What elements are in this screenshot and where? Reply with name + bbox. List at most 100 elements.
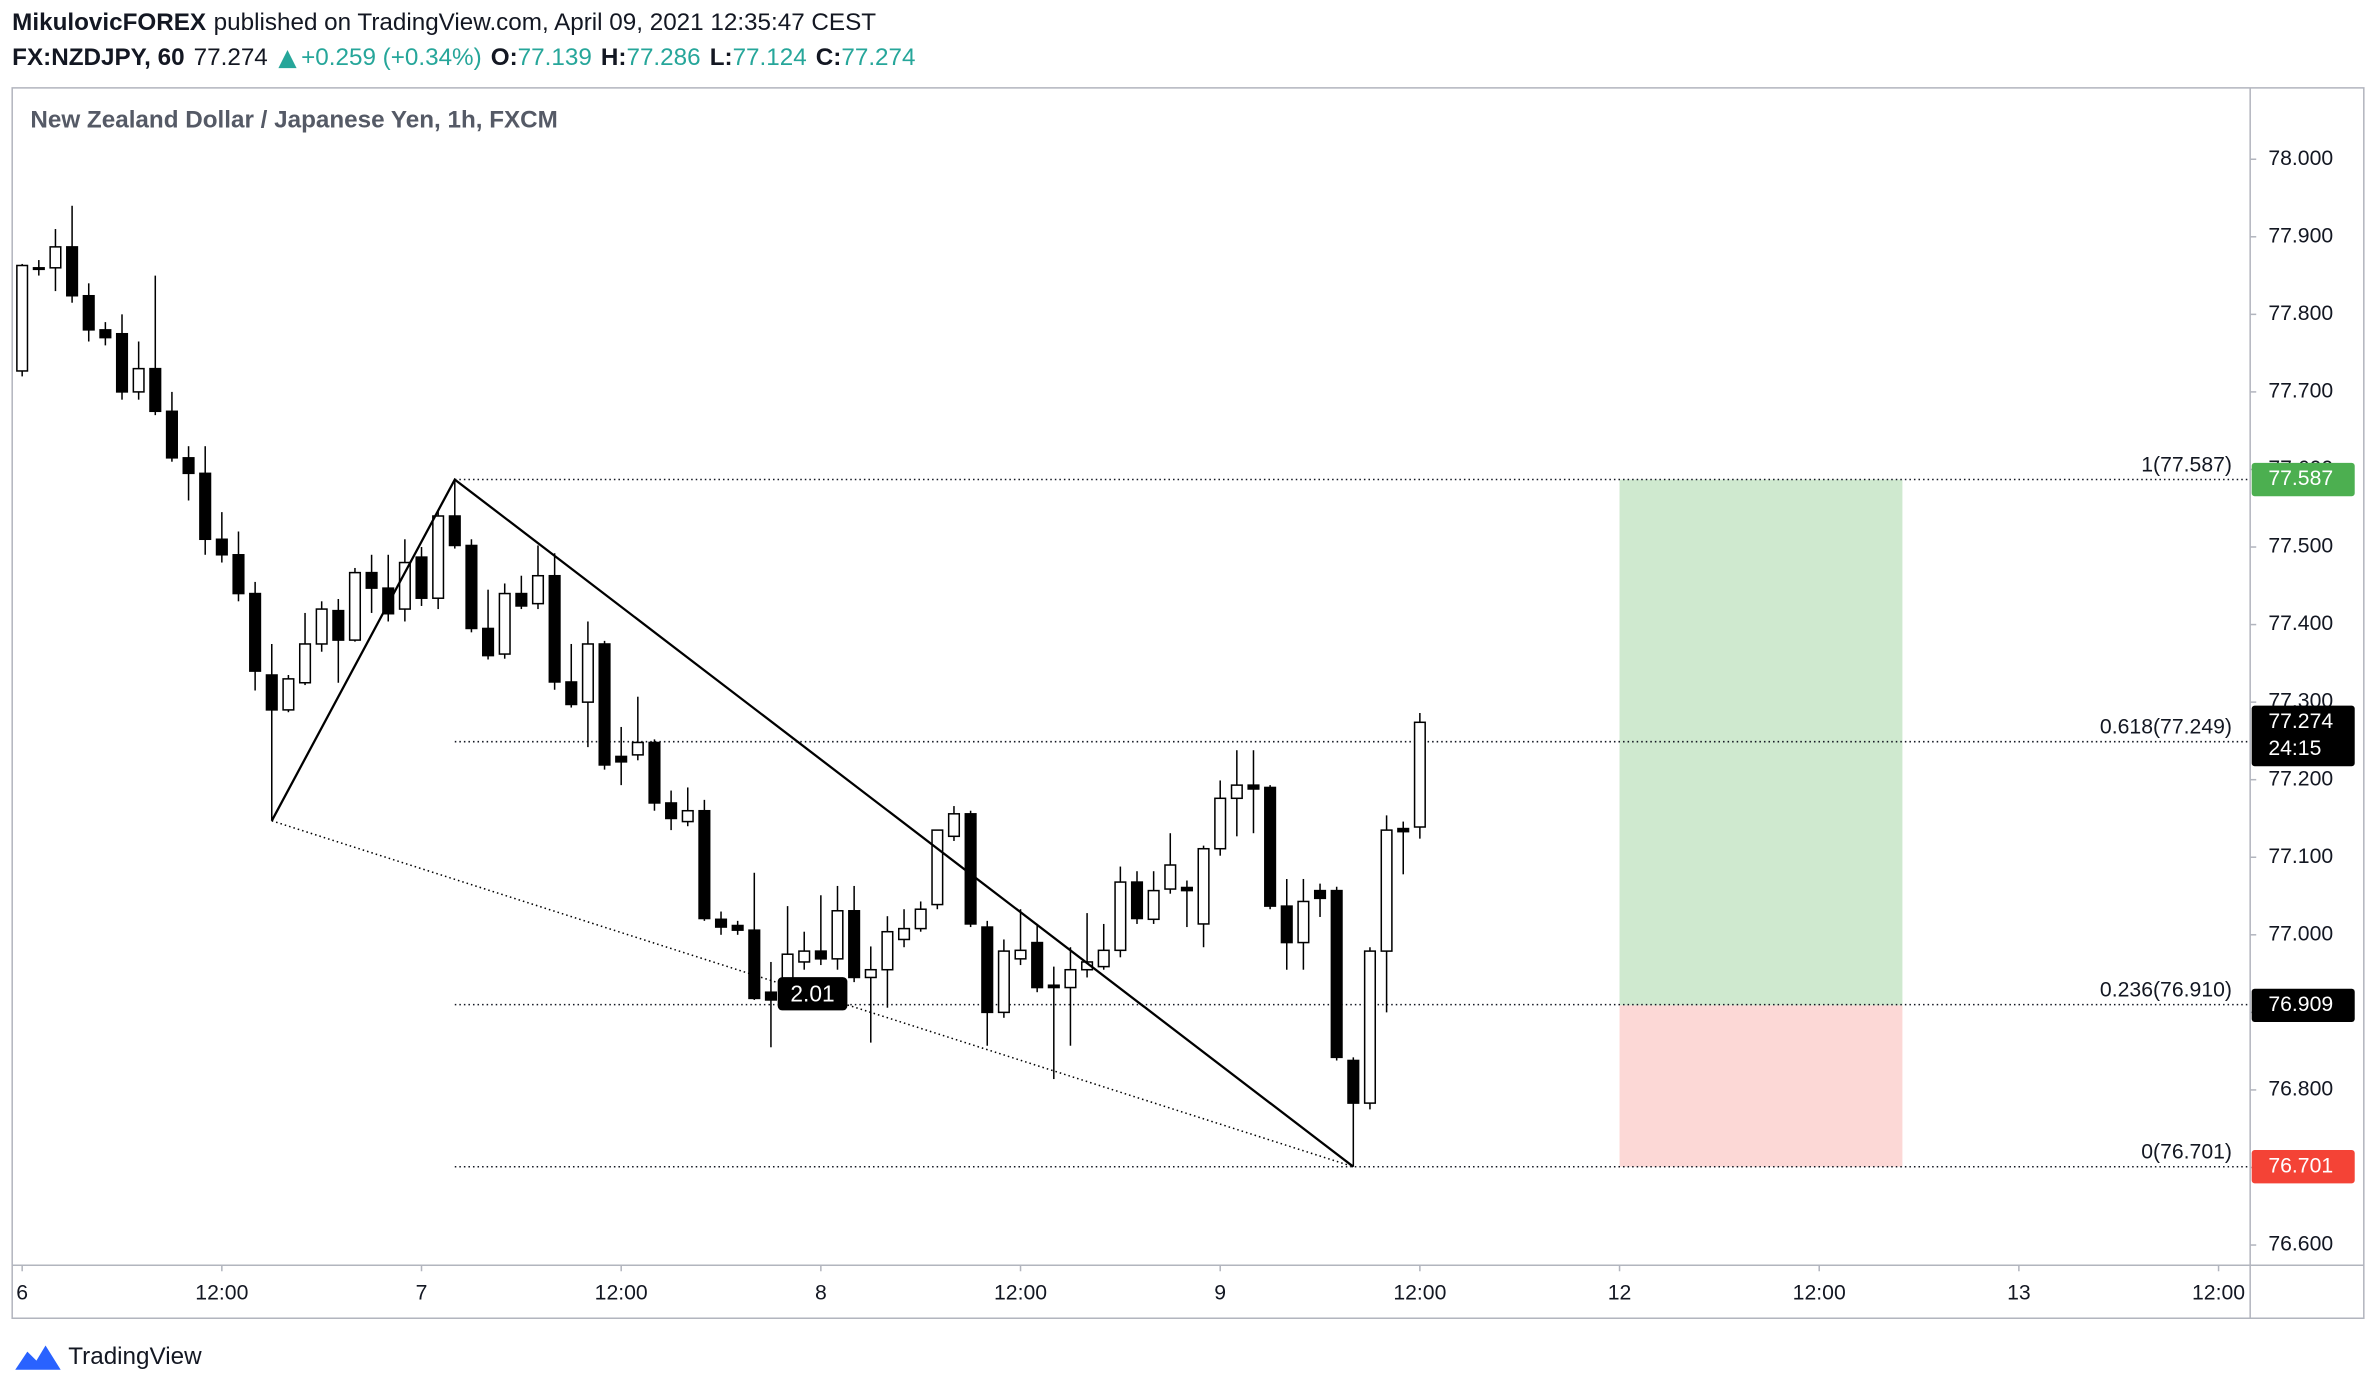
candle-body — [714, 918, 728, 928]
brand-name: TradingView — [68, 1343, 202, 1370]
y-tick-label: 77.200 — [2268, 767, 2333, 790]
price-tag-label: 77.274 — [2268, 710, 2333, 733]
candle-body — [1363, 950, 1377, 1104]
x-tick-label: 8 — [815, 1282, 827, 1305]
ohlc-value: 77.124 — [733, 44, 807, 71]
candle-body — [648, 741, 661, 804]
candle-body — [931, 829, 944, 906]
x-tick-label: 6 — [16, 1282, 28, 1305]
fib-label: 0(76.701) — [2141, 1141, 2232, 1164]
candle-body — [482, 627, 495, 657]
candle-body — [365, 571, 378, 589]
author: MikulovicFOREX — [12, 10, 206, 37]
candle-body — [1313, 889, 1327, 900]
change: +0.259 (+0.34%) — [301, 44, 482, 71]
candle-body — [1164, 864, 1177, 890]
plot-area: 1(77.587) 0.618(77.249) 0.236(76.910) 0(76.… — [16, 205, 2251, 1168]
candle-body — [232, 554, 245, 595]
pattern-line — [270, 477, 1355, 1168]
candle-body — [1264, 786, 1277, 907]
ohlc-key: O: — [491, 44, 518, 71]
x-tick-label: 13 — [2007, 1282, 2031, 1305]
candle-body — [515, 592, 528, 607]
y-tick-label: 76.600 — [2268, 1233, 2333, 1256]
y-tick-label: 77.400 — [2268, 612, 2333, 635]
candle-body — [764, 991, 778, 1001]
candle-body — [698, 809, 711, 920]
ohlc-key: H: — [601, 44, 627, 71]
x-tick-label: 12:00 — [994, 1282, 1047, 1305]
candle-body — [881, 930, 894, 971]
candle-body — [1297, 900, 1310, 944]
candle-body — [32, 267, 45, 271]
candle-body — [848, 910, 861, 979]
last-price: 77.274 — [194, 44, 268, 71]
fib-label: 1(77.587) — [2141, 454, 2232, 477]
y-tick-label: 78.000 — [2268, 147, 2333, 170]
price-tag-label: 76.909 — [2268, 993, 2333, 1016]
candle-body — [1064, 968, 1077, 989]
candle-body — [298, 643, 312, 684]
y-tick-label: 77.000 — [2268, 922, 2333, 945]
candle-body — [1397, 827, 1410, 833]
chart-frame — [11, 87, 2365, 1319]
candle-body — [1180, 886, 1193, 892]
x-tick-label: 12 — [1608, 1282, 1632, 1305]
candle-body — [348, 571, 362, 641]
candle-body — [897, 927, 911, 941]
x-tick-label: 12:00 — [1793, 1282, 1846, 1305]
candle-body — [66, 246, 79, 297]
price-tag — [2251, 1150, 2355, 1184]
candle-body — [1114, 881, 1127, 952]
x-tick-label: 12:00 — [595, 1282, 648, 1305]
candle-body — [1380, 829, 1393, 952]
y-tick-label: 77.800 — [2268, 302, 2333, 325]
candle-body — [798, 950, 811, 963]
candle-body — [165, 410, 178, 459]
candle-body — [631, 741, 644, 756]
candle-body — [49, 246, 62, 269]
candle-body — [415, 556, 428, 599]
y-tick-label: 77.500 — [2268, 535, 2333, 558]
loss-zone — [1619, 1005, 1903, 1167]
candle-body — [315, 608, 328, 645]
candle-body — [581, 643, 594, 703]
price-tag-label: 77.587 — [2268, 467, 2333, 490]
price-tag-label: 76.701 — [2268, 1154, 2333, 1177]
x-tick-label: 12:00 — [1393, 1282, 1446, 1305]
candle-body — [997, 950, 1010, 1014]
countdown: 24:15 — [2268, 737, 2321, 760]
ohlc-value: 77.274 — [841, 44, 915, 71]
candle-body — [914, 908, 927, 930]
candle-body — [115, 332, 129, 393]
candle-body — [282, 678, 295, 711]
footer: TradingView — [15, 1343, 202, 1370]
candle-body — [498, 592, 511, 655]
header-line-2: FX:NZDJPY, 60 77.274 +0.259 (+0.34%) O:77.1… — [12, 44, 915, 71]
candle-body — [398, 561, 411, 610]
candle-body — [1031, 941, 1044, 989]
x-tick-label: 9 — [1214, 1282, 1226, 1305]
candle-body — [1280, 905, 1293, 944]
candle-body — [182, 457, 195, 475]
x-tick-label: 7 — [416, 1282, 428, 1305]
published: published on TradingView.com, April 09, … — [214, 10, 877, 37]
candle-body — [981, 926, 994, 1014]
candle-body — [548, 574, 561, 683]
profit-zone — [1619, 479, 1903, 1006]
x-tick-label: 12:00 — [195, 1282, 248, 1305]
ohlc-value: 77.286 — [626, 44, 700, 71]
candle-body — [448, 515, 461, 547]
candle-body — [265, 674, 278, 711]
candle-body — [465, 544, 478, 630]
change-arrow — [278, 50, 297, 69]
candle-body — [1197, 847, 1210, 925]
candle-body — [1413, 721, 1426, 828]
candle-body — [864, 968, 877, 979]
candle-body — [831, 910, 844, 960]
candle-body — [82, 294, 95, 331]
pattern-dotted — [271, 820, 1354, 1168]
candle-body — [565, 681, 578, 706]
candle-body — [748, 929, 761, 1000]
